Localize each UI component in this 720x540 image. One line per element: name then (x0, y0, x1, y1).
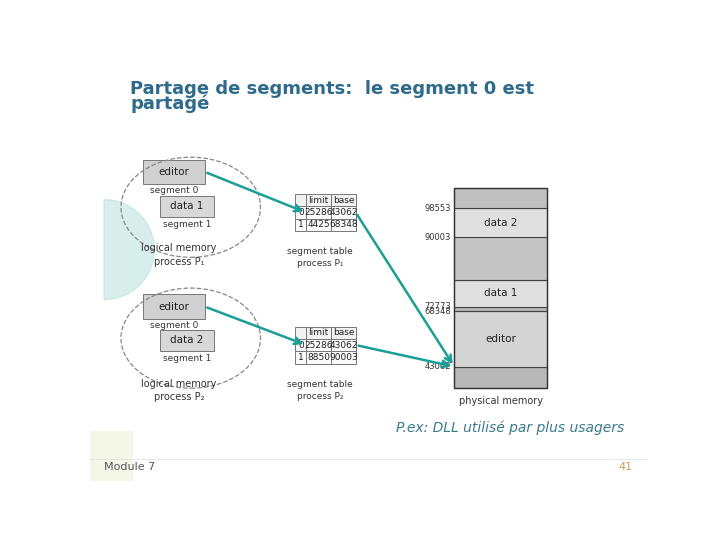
Text: 41: 41 (618, 462, 632, 472)
Text: 43062: 43062 (425, 362, 451, 371)
Bar (454, 311, 547, 367)
Text: 43062: 43062 (329, 341, 358, 349)
Bar (306, 206, 331, 219)
Text: segment 1: segment 1 (163, 354, 211, 362)
Bar (331, 327, 356, 339)
Bar (454, 188, 547, 388)
Text: logical memory
process P₂: logical memory process P₂ (141, 379, 217, 402)
Text: Module 7: Module 7 (104, 462, 156, 472)
Text: 90003: 90003 (329, 353, 358, 362)
Bar (454, 188, 547, 208)
Text: segment 0: segment 0 (150, 186, 198, 195)
Text: 25286: 25286 (305, 341, 333, 349)
Bar (454, 280, 547, 307)
Text: limit: limit (308, 196, 329, 205)
Bar (295, 194, 306, 206)
Bar (306, 351, 331, 363)
Bar (331, 351, 356, 363)
Bar (295, 206, 306, 219)
Text: 68348: 68348 (424, 307, 451, 316)
Text: editor: editor (485, 334, 516, 344)
Bar (454, 307, 547, 311)
Bar (295, 327, 306, 339)
Text: 0: 0 (298, 208, 304, 217)
Bar (331, 339, 356, 351)
Text: segment 1: segment 1 (163, 220, 211, 228)
Bar (331, 219, 356, 231)
Bar (306, 219, 331, 231)
FancyBboxPatch shape (90, 430, 132, 481)
Text: data 1: data 1 (484, 288, 518, 298)
Text: segment table
process P₂: segment table process P₂ (287, 380, 353, 401)
Text: 72773: 72773 (424, 302, 451, 311)
Text: Partage de segments:  le segment 0 est: Partage de segments: le segment 0 est (130, 80, 534, 98)
Bar (454, 208, 547, 237)
Bar (143, 159, 204, 184)
Text: 1: 1 (298, 220, 304, 230)
Text: logical memory
process P₁: logical memory process P₁ (141, 244, 217, 267)
Text: data 2: data 2 (170, 335, 204, 346)
Bar (295, 351, 306, 363)
Text: limit: limit (308, 328, 329, 338)
Text: 0: 0 (298, 341, 304, 349)
Bar (454, 367, 547, 388)
Text: 43062: 43062 (329, 208, 358, 217)
Text: base: base (333, 196, 354, 205)
Text: 68348: 68348 (329, 220, 358, 230)
Text: 4425: 4425 (307, 220, 330, 230)
Text: editor: editor (158, 301, 189, 312)
Bar (143, 294, 204, 319)
Bar (306, 194, 331, 206)
Bar (454, 237, 547, 280)
Text: base: base (333, 328, 354, 338)
Text: data 1: data 1 (170, 201, 204, 212)
Text: 90003: 90003 (425, 233, 451, 242)
Bar (295, 219, 306, 231)
Text: 8850: 8850 (307, 353, 330, 362)
Bar (160, 330, 214, 351)
Bar (306, 339, 331, 351)
Text: partagé: partagé (130, 94, 210, 112)
Wedge shape (104, 200, 154, 300)
Text: data 2: data 2 (484, 218, 518, 228)
Bar (331, 206, 356, 219)
Text: segment 0: segment 0 (150, 321, 198, 330)
Text: segment table
process P₁: segment table process P₁ (287, 247, 353, 268)
Text: physical memory: physical memory (459, 396, 543, 406)
Text: 98553: 98553 (425, 204, 451, 213)
Bar (295, 339, 306, 351)
Bar (306, 327, 331, 339)
Text: 1: 1 (298, 353, 304, 362)
Text: P.ex: DLL utilisé par plus usagers: P.ex: DLL utilisé par plus usagers (397, 421, 625, 435)
Text: editor: editor (158, 167, 189, 177)
Bar (160, 195, 214, 217)
Text: 25286: 25286 (305, 208, 333, 217)
Bar (331, 194, 356, 206)
